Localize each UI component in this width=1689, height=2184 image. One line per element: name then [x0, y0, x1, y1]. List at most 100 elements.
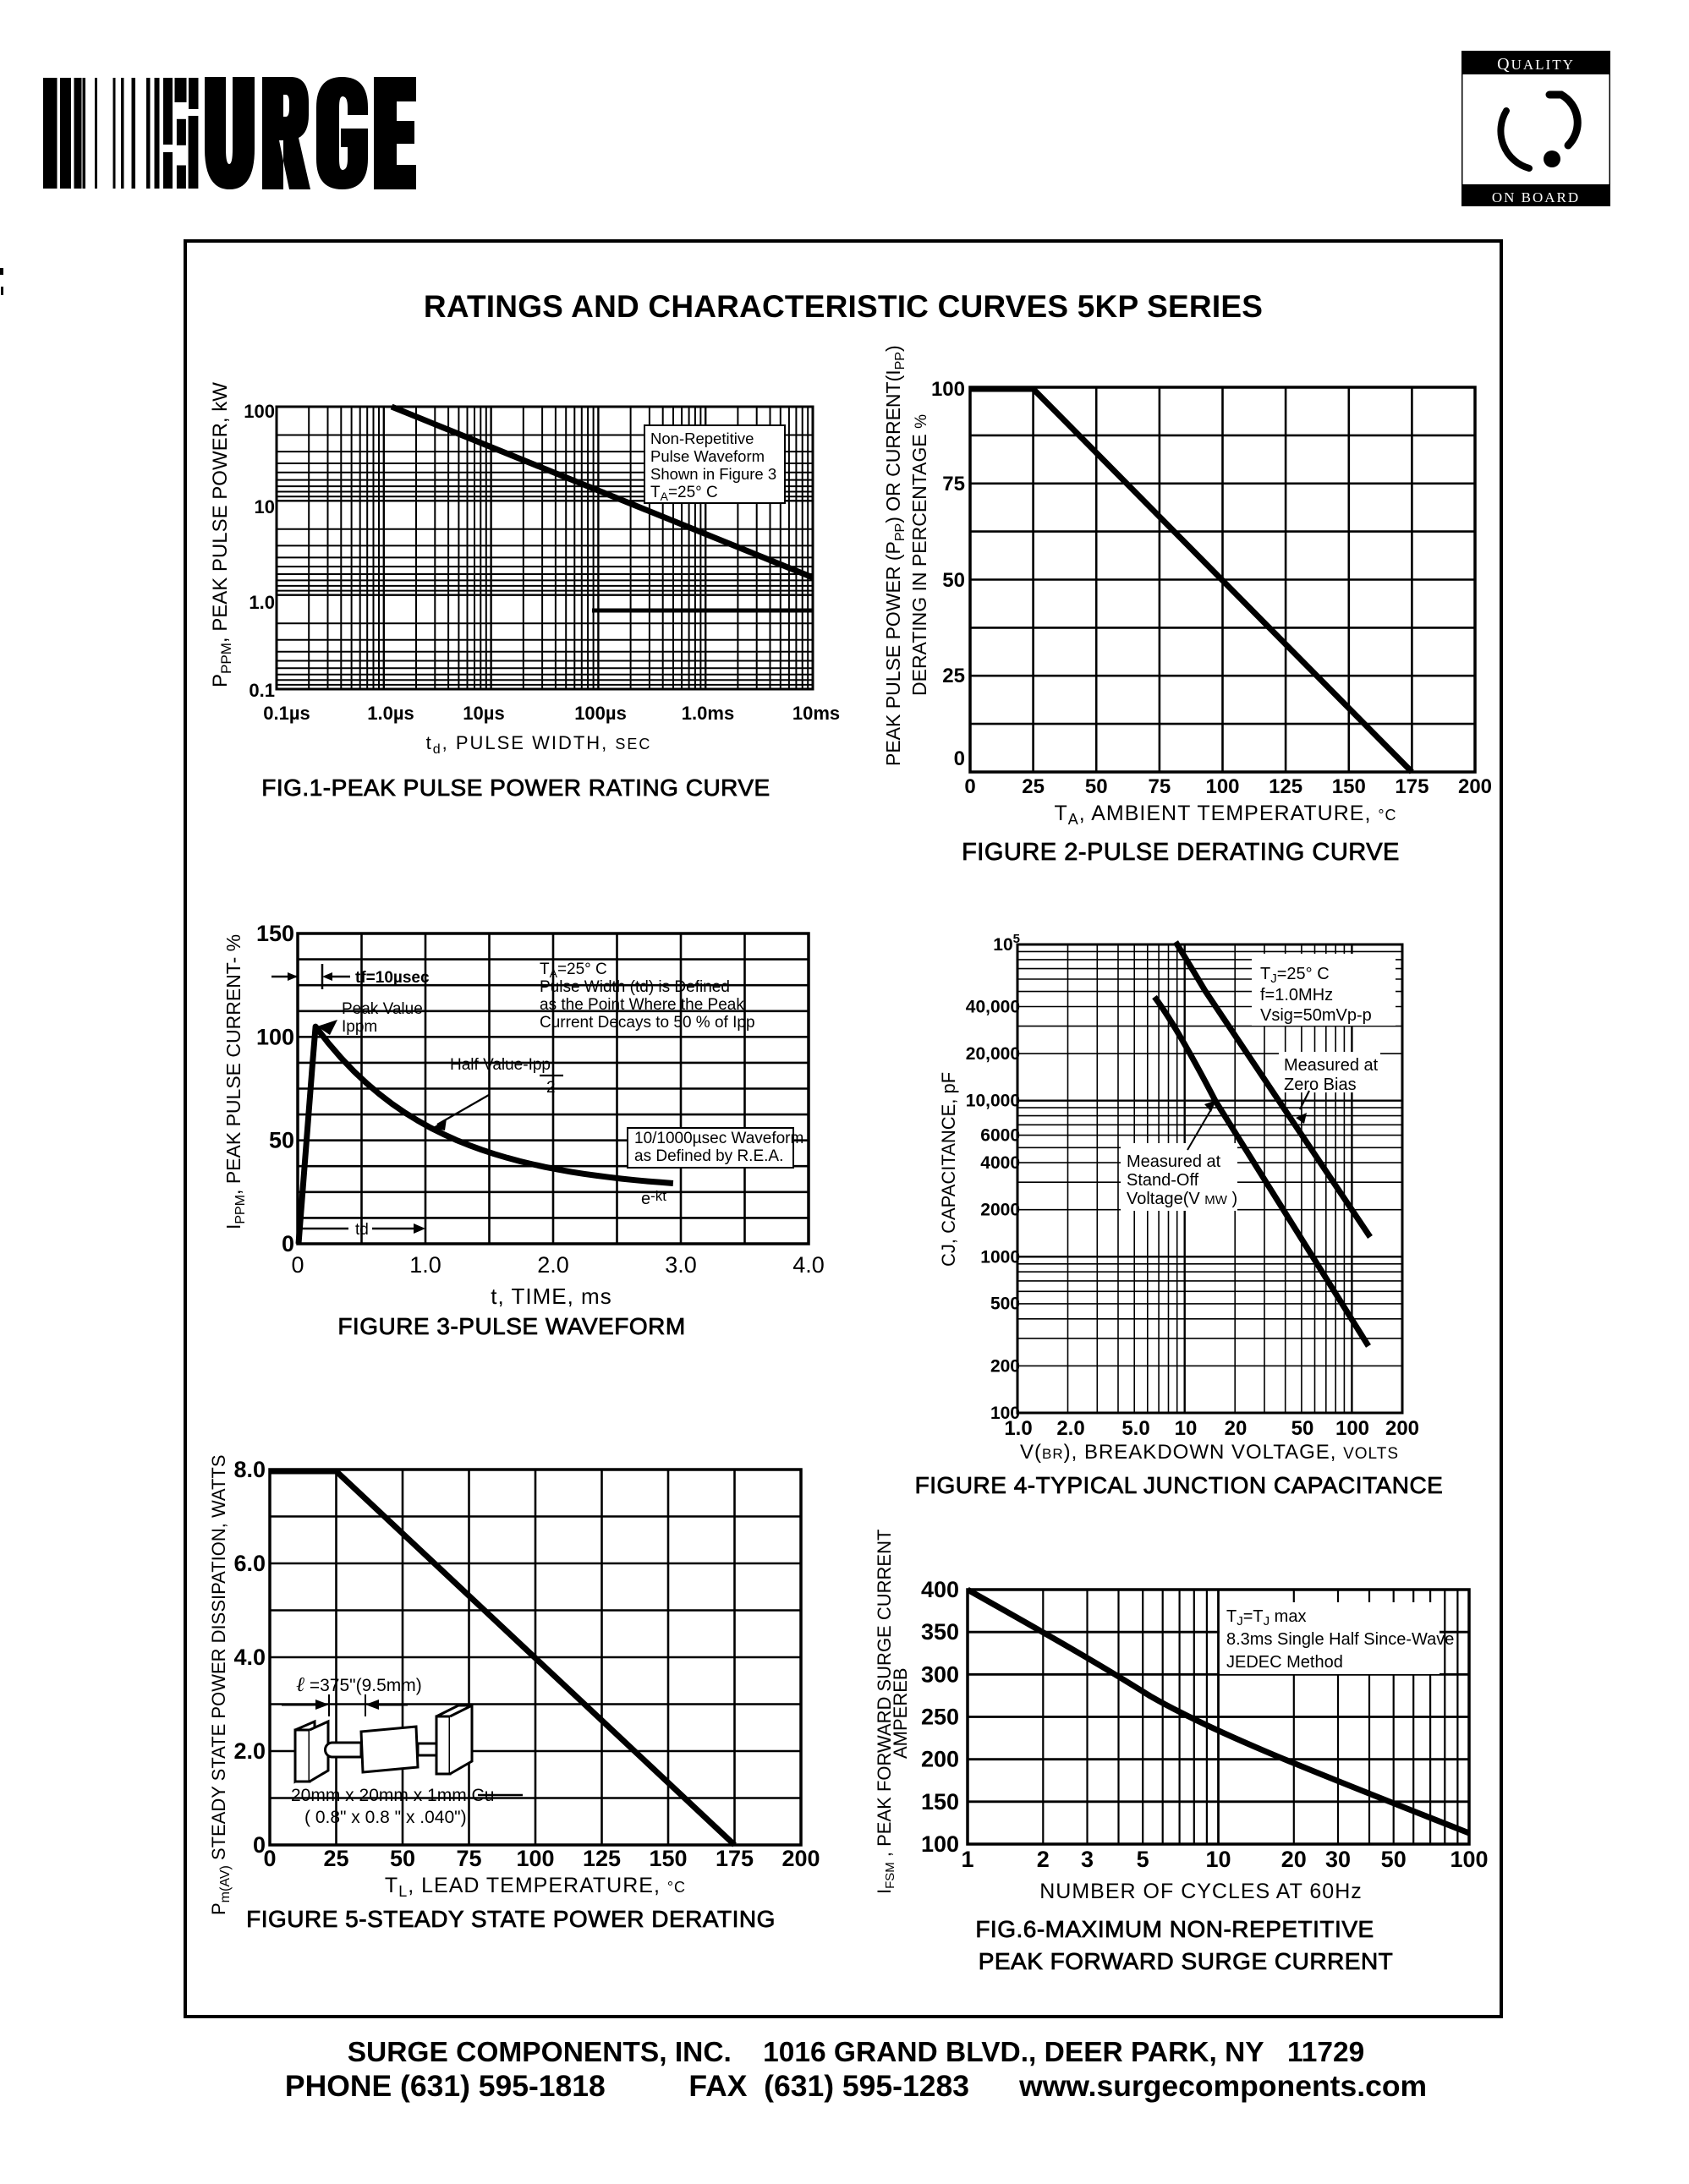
svg-text:4.0: 4.0 [792, 1252, 825, 1278]
svg-text:1: 1 [961, 1847, 973, 1872]
svg-text:25: 25 [942, 665, 965, 687]
svg-text:100: 100 [990, 1404, 1020, 1423]
svg-text:50: 50 [390, 1846, 415, 1871]
svg-text:200: 200 [1458, 775, 1492, 798]
svg-text:20: 20 [1281, 1847, 1307, 1872]
svg-text:5: 5 [1137, 1847, 1149, 1872]
svg-text:2000: 2000 [980, 1201, 1020, 1220]
svg-text:25: 25 [1022, 775, 1045, 798]
svg-text:8.0: 8.0 [233, 1457, 266, 1482]
svg-text:175: 175 [716, 1846, 754, 1871]
svg-text:0: 0 [253, 1832, 266, 1858]
svg-text:2: 2 [1037, 1847, 1050, 1872]
svg-text:Measured at: Measured at [1127, 1152, 1221, 1171]
svg-text:100: 100 [921, 1831, 959, 1857]
svg-text:PEAK FORWARD SURGE CURRENT: PEAK FORWARD SURGE CURRENT [979, 1948, 1394, 1974]
svg-text:1.0ms: 1.0ms [682, 703, 734, 724]
svg-text:Current Decays to 50 % of Ipp: Current Decays to 50 % of Ipp [540, 1014, 755, 1032]
svg-text:1.0: 1.0 [1004, 1417, 1032, 1440]
svg-text:500: 500 [990, 1295, 1020, 1314]
svg-text:20mm x 20mm x 1mm Cu: 20mm x 20mm x 1mm Cu [291, 1786, 494, 1805]
svg-text:2.0: 2.0 [1056, 1417, 1084, 1440]
svg-text:100: 100 [1335, 1417, 1369, 1440]
svg-text:Zero Bias: Zero Bias [1284, 1076, 1357, 1094]
svg-text:as the Point Where the Peak: as the Point Where the Peak [540, 996, 744, 1014]
svg-text:Pulse Waveform: Pulse Waveform [650, 447, 765, 465]
svg-text:3: 3 [1081, 1847, 1094, 1872]
svg-text:FIGURE 3-PULSE WAVEFORM: FIGURE 3-PULSE WAVEFORM [337, 1313, 685, 1339]
svg-text:75: 75 [942, 473, 965, 495]
svg-text:6000: 6000 [980, 1126, 1020, 1146]
svg-text:8.3ms Single Half Since-Wave: 8.3ms Single Half Since-Wave [1226, 1630, 1454, 1649]
svg-text:IFSM , PEAK FORWARD SURGE C: IFSM , PEAK FORWARD SURGE CURRENT [874, 1530, 897, 1894]
svg-text:1.0: 1.0 [409, 1252, 441, 1278]
svg-text:Measured at: Measured at [1284, 1056, 1379, 1075]
svg-text:150: 150 [921, 1789, 959, 1815]
svg-text:10: 10 [1175, 1417, 1198, 1440]
svg-text:td: td [355, 1221, 369, 1239]
svg-text:Peak Value: Peak Value [342, 1000, 423, 1018]
svg-text:100: 100 [516, 1846, 554, 1871]
svg-text:TL, LEAD TEMPERATURE, °C: TL, LEAD TEMPERATURE, °C [385, 1874, 686, 1900]
svg-text:125: 125 [583, 1846, 621, 1871]
svg-text:20: 20 [1225, 1417, 1248, 1440]
svg-text:10: 10 [255, 496, 275, 517]
svg-text:f=1.0MHz: f=1.0MHz [1260, 986, 1333, 1004]
svg-text:TA, AMBIENT TEMPERATURE, °C: TA, AMBIENT TEMPERATURE, °C [1054, 802, 1396, 828]
svg-text:2.0: 2.0 [233, 1738, 266, 1764]
svg-text:2.0: 2.0 [537, 1252, 569, 1278]
svg-text:0: 0 [263, 1846, 276, 1871]
svg-text:0: 0 [282, 1231, 294, 1256]
svg-text:30: 30 [1325, 1847, 1351, 1872]
svg-text:Shown in Figure 3: Shown in Figure 3 [650, 465, 776, 483]
svg-text:50: 50 [1381, 1847, 1407, 1872]
svg-text:200: 200 [921, 1747, 959, 1772]
svg-text:40,000: 40,000 [966, 997, 1020, 1016]
svg-text:20,000: 20,000 [966, 1044, 1020, 1064]
svg-text:300: 300 [921, 1661, 959, 1687]
svg-text:10: 10 [1205, 1847, 1231, 1872]
svg-text:50: 50 [269, 1128, 294, 1153]
svg-text:QUALITY: QUALITY [1497, 55, 1575, 74]
svg-text:50: 50 [1085, 775, 1108, 798]
svg-text:Stand-Off: Stand-Off [1127, 1171, 1199, 1190]
svg-text:10/1000µsec Waveform: 10/1000µsec Waveform [634, 1130, 803, 1147]
svg-text:75: 75 [456, 1846, 481, 1871]
svg-text:1.0: 1.0 [249, 592, 275, 613]
svg-text:75: 75 [1149, 775, 1171, 798]
svg-text:t, TIME, ms: t, TIME, ms [491, 1284, 611, 1309]
svg-text:10ms: 10ms [792, 703, 840, 724]
svg-text:100: 100 [244, 401, 275, 422]
svg-text:Pm(AV) STEADY STATE POWER D: Pm(AV) STEADY STATE POWER DISSIPATION, W… [208, 1454, 233, 1915]
svg-text:400: 400 [921, 1577, 959, 1602]
svg-text:0.1µs: 0.1µs [263, 703, 310, 724]
svg-text:10µs: 10µs [463, 703, 504, 724]
svg-text:FIGURE 4-TYPICAL JUNCTION CAPA: FIGURE 4-TYPICAL JUNCTION CAPACITANCE [915, 1472, 1444, 1498]
svg-text:IPPM, PEAK PULSE CURRENT- %: IPPM, PEAK PULSE CURRENT- % [222, 934, 248, 1229]
svg-text:Ippm: Ippm [342, 1018, 377, 1036]
svg-text:6.0: 6.0 [233, 1551, 266, 1576]
svg-text:4.0: 4.0 [233, 1645, 266, 1670]
svg-text:150: 150 [649, 1846, 687, 1871]
svg-text:FIGURE 2-PULSE DERATING CURVE: FIGURE 2-PULSE DERATING CURVE [962, 839, 1400, 866]
svg-text:TA=25° C: TA=25° C [540, 961, 607, 980]
svg-text:Non-Repetitive: Non-Repetitive [650, 430, 754, 447]
svg-text:JEDEC Method: JEDEC Method [1226, 1653, 1343, 1672]
svg-text:150: 150 [1332, 775, 1366, 798]
svg-text:V(BR), BREAKDOWN VOLTAGE, VOL: V(BR), BREAKDOWN VOLTAGE, VOLTS [1020, 1441, 1399, 1464]
svg-text:Half Value-Ipp: Half Value-Ipp [450, 1056, 551, 1074]
svg-text:250: 250 [921, 1705, 959, 1730]
svg-text:4000: 4000 [980, 1153, 1020, 1173]
svg-text:DERATING IN PERCENTAGE %: DERATING IN PERCENTAGE % [908, 414, 930, 696]
svg-text:TJ=25° C: TJ=25° C [1260, 965, 1330, 986]
svg-text:PPPM, PEAK PULSE POWER, kW: PPPM, PEAK PULSE POWER, kW [209, 382, 234, 687]
svg-text:50: 50 [1291, 1417, 1314, 1440]
svg-text:200: 200 [1385, 1417, 1419, 1440]
svg-text:175: 175 [1395, 775, 1429, 798]
svg-text:as Defined by R.E.A.: as Defined by R.E.A. [634, 1147, 783, 1165]
svg-text:100: 100 [1450, 1847, 1488, 1872]
svg-text:Vsig=50mVp-p: Vsig=50mVp-p [1260, 1006, 1372, 1025]
svg-text:FIGURE 5-STEADY STATE POWER DE: FIGURE 5-STEADY STATE POWER DERATING [246, 1906, 776, 1932]
svg-text:td, PULSE WIDTH, SEC: td, PULSE WIDTH, SEC [426, 732, 652, 757]
svg-text:0: 0 [964, 775, 975, 798]
